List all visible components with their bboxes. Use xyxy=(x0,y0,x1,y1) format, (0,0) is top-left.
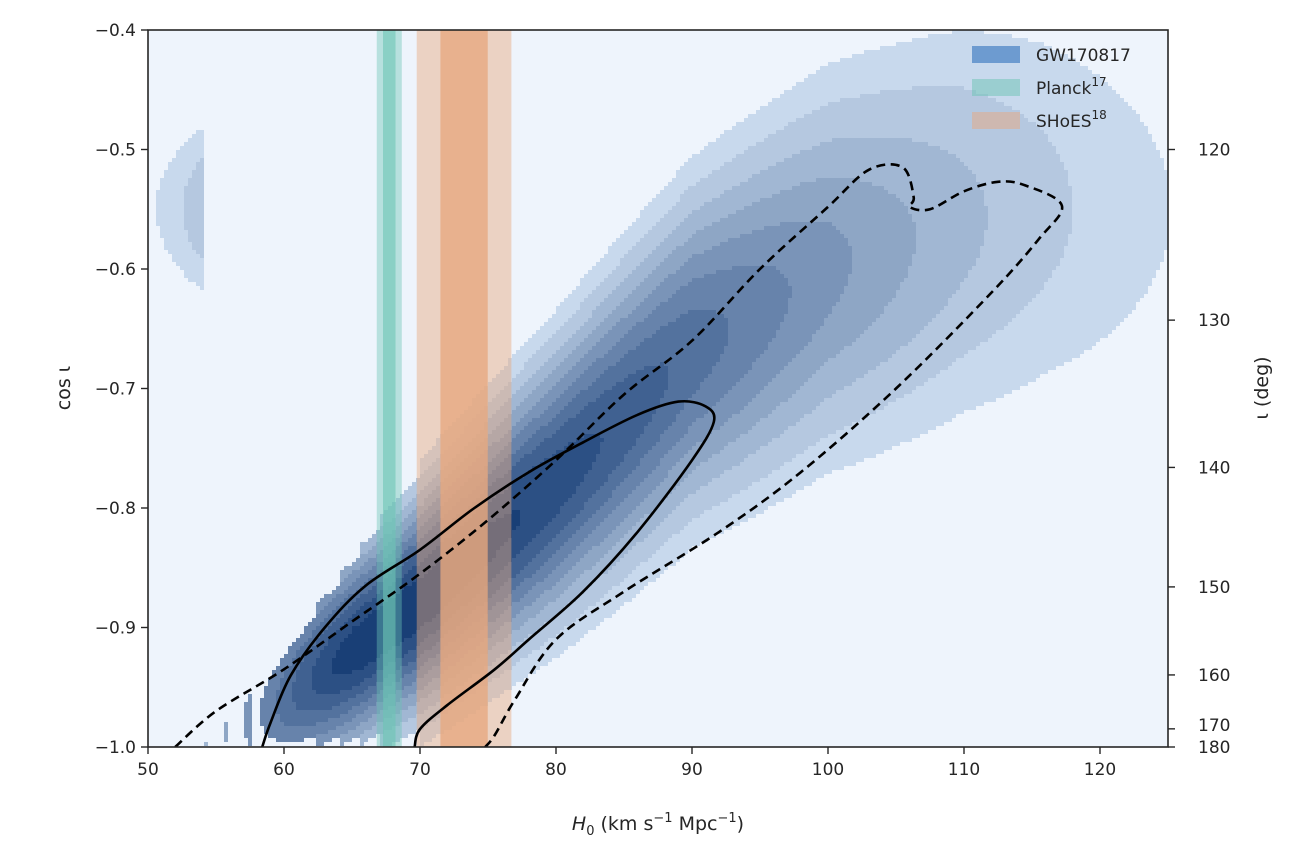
shoes-band xyxy=(416,30,512,747)
planck-band xyxy=(376,30,402,747)
legend-label: SHoES18 xyxy=(1036,108,1107,132)
x-tick-label: 60 xyxy=(273,760,295,780)
planck-band-inner xyxy=(383,30,396,747)
y-tick-label: −0.6 xyxy=(95,260,136,280)
contour-95-dashed xyxy=(174,163,1064,747)
contour-68-solid xyxy=(260,399,716,747)
legend-swatch xyxy=(972,79,1020,96)
plot-area xyxy=(156,30,1168,747)
y-axis: −1.0 −0.9 −0.8 −0.7 −0.6 −0.5 −0.4 xyxy=(95,21,148,758)
x-tick-label: 90 xyxy=(681,760,703,780)
legend-item-planck: Planck17 xyxy=(972,75,1107,99)
legend: GW170817 Planck17 SHoES18 xyxy=(972,46,1131,132)
legend-label: GW170817 xyxy=(1036,46,1131,66)
y2-tick-label: 150 xyxy=(1198,578,1230,598)
legend-item-gw170817: GW170817 xyxy=(972,46,1131,66)
x-tick-label: 100 xyxy=(812,760,844,780)
y-tick-label: −1.0 xyxy=(95,738,136,758)
y2-tick-label: 160 xyxy=(1198,666,1230,686)
legend-label: Planck17 xyxy=(1036,75,1107,99)
y-tick-label: −0.9 xyxy=(95,619,136,639)
legend-swatch xyxy=(972,46,1020,63)
y2-tick-label: 130 xyxy=(1198,311,1230,331)
y-tick-label: −0.4 xyxy=(95,21,136,41)
legend-item-shoes: SHoES18 xyxy=(972,108,1107,132)
y-tick-label: −0.8 xyxy=(95,499,136,519)
y2-tick-label: 140 xyxy=(1198,458,1230,478)
legend-swatch xyxy=(972,112,1020,129)
y2-tick-label: 170 xyxy=(1198,716,1230,736)
h0-bands xyxy=(376,30,512,747)
x-tick-label: 70 xyxy=(409,760,431,780)
x-tick-label: 80 xyxy=(545,760,567,780)
y2-tick-label: 120 xyxy=(1198,141,1230,161)
y-tick-label: −0.5 xyxy=(95,141,136,161)
x-axis: 50 60 70 80 90 100 110 120 xyxy=(137,747,1116,780)
x-tick-label: 120 xyxy=(1084,760,1116,780)
y-axis-label: cos ι xyxy=(53,366,75,410)
y-tick-label: −0.7 xyxy=(95,380,136,400)
y2-tick-label: 180 xyxy=(1198,738,1230,758)
gw170817-posterior-density xyxy=(156,30,1168,746)
credible-contours xyxy=(174,163,1064,747)
shoes-band-inner xyxy=(440,30,488,747)
x-tick-label: 50 xyxy=(137,760,159,780)
secondary-y-axis-label: ι (deg) xyxy=(1251,356,1273,419)
x-axis-label: H0 (km s−1 Mpc−1) xyxy=(572,811,744,839)
x-tick-label: 110 xyxy=(948,760,980,780)
